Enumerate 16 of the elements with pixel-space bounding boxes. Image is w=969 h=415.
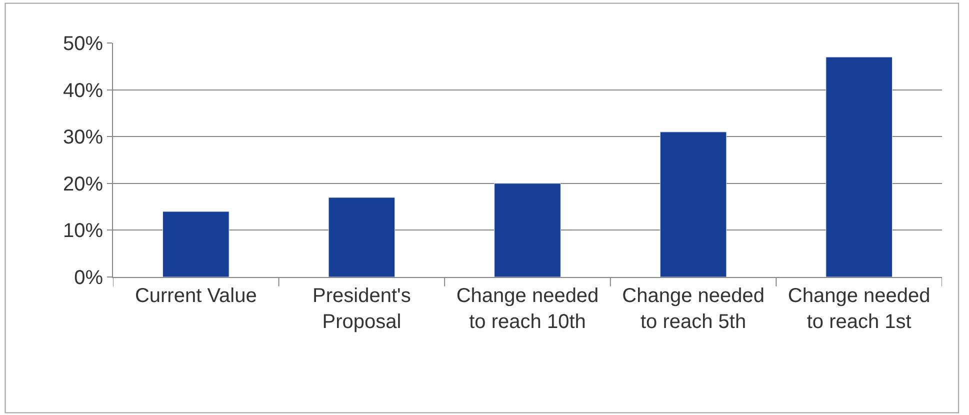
x-tick-label: President's Proposal [312,285,411,333]
y-tick-label: 40% [62,80,104,102]
bar [328,197,396,277]
bar [162,211,230,277]
y-tick-label: 50% [62,33,104,55]
y-tick-label: 10% [62,220,104,242]
x-tick-label: Change needed to reach 10th [456,285,599,333]
y-tick-label: 20% [62,173,104,196]
bar [660,132,727,277]
x-tick-label: Change needed to reach 5th [622,285,764,333]
bar [494,183,561,277]
y-tick-label: 0% [74,267,104,289]
x-tick-label: Change needed to reach 1st [788,285,930,333]
bar [826,56,893,277]
y-tick-label: 30% [62,126,104,149]
x-tick-label: Current Value [134,285,257,307]
